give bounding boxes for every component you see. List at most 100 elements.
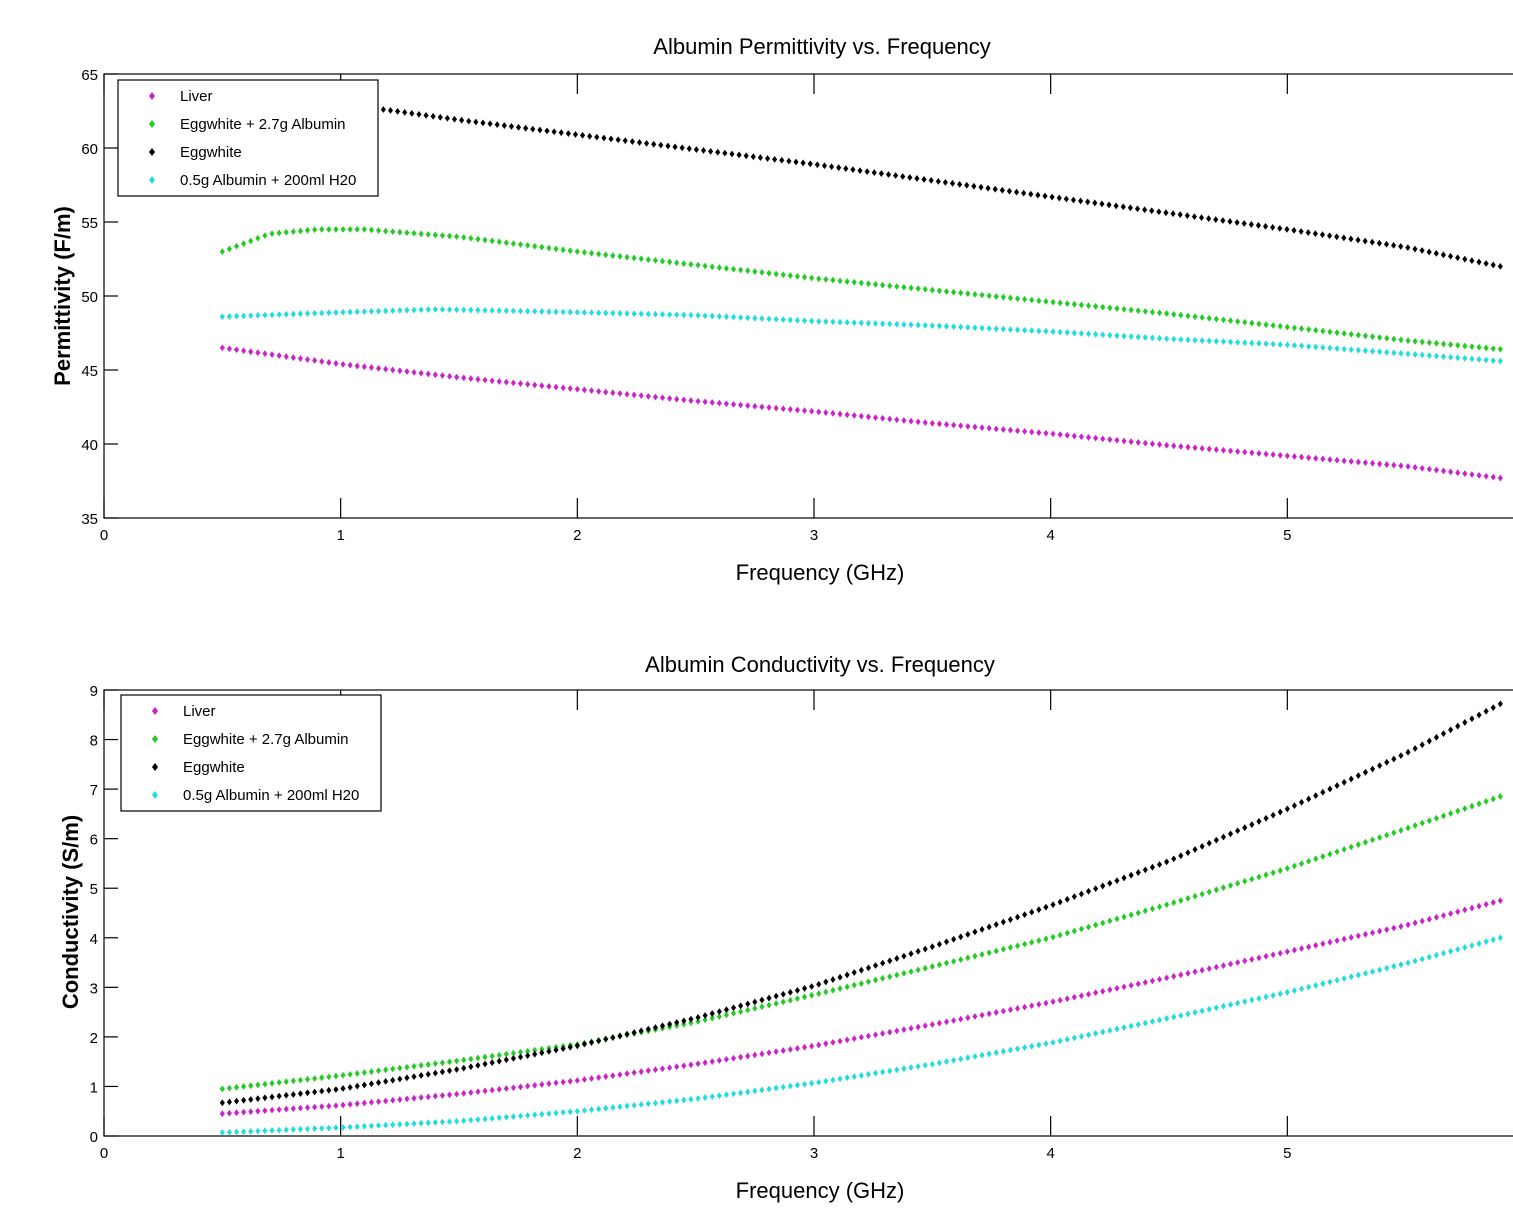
data-point	[1483, 707, 1489, 715]
data-point	[333, 309, 339, 316]
data-point	[1448, 947, 1454, 955]
data-point	[1369, 238, 1375, 246]
data-point	[560, 308, 566, 316]
data-point	[1014, 942, 1021, 950]
data-point	[773, 1084, 779, 1092]
data-point	[269, 1127, 275, 1134]
data-point	[1284, 948, 1290, 956]
data-point	[644, 139, 650, 147]
data-point	[368, 1068, 374, 1076]
data-point	[1235, 318, 1241, 325]
data-point	[1412, 351, 1418, 358]
data-point	[880, 1030, 886, 1037]
data-point	[638, 1027, 644, 1035]
data-point	[1043, 1040, 1049, 1048]
data-point	[667, 1064, 673, 1072]
data-point	[1242, 957, 1248, 965]
data-point	[1135, 909, 1141, 917]
data-point	[965, 323, 971, 331]
data-point	[1135, 333, 1141, 341]
data-point	[1149, 977, 1155, 985]
data-point	[1298, 798, 1305, 806]
data-point	[233, 346, 240, 354]
data-point	[979, 424, 985, 432]
data-point	[1433, 466, 1439, 474]
data-point	[475, 1054, 481, 1062]
data-point	[837, 318, 843, 326]
data-point	[319, 1124, 325, 1132]
data-point	[226, 1098, 232, 1106]
data-point	[830, 976, 836, 983]
data-point	[1391, 349, 1397, 357]
legend-box	[120, 694, 382, 812]
data-point	[794, 272, 800, 280]
data-point	[375, 364, 382, 372]
data-point	[872, 280, 879, 288]
data-point	[745, 1088, 751, 1096]
data-point	[1071, 329, 1077, 337]
permittivity-chart: Albumin Permittivity vs. Frequency 0 1 2 3 4…	[50, 34, 1513, 585]
data-point	[1476, 471, 1482, 479]
data-point	[1242, 318, 1248, 326]
data-point	[1440, 912, 1447, 919]
data-point	[1050, 430, 1056, 438]
data-point	[333, 360, 339, 367]
data-point	[929, 963, 935, 970]
y-tick-label: 65	[81, 67, 98, 84]
data-point	[837, 410, 843, 418]
data-point	[1043, 903, 1049, 911]
data-point	[851, 319, 857, 327]
data-point	[880, 959, 886, 967]
data-point	[340, 1101, 346, 1109]
data-point	[1334, 782, 1340, 790]
data-point	[1149, 440, 1155, 448]
data-point	[390, 1096, 396, 1104]
data-point	[1022, 326, 1028, 334]
data-point	[532, 242, 538, 250]
data-point	[1362, 930, 1368, 938]
data-point	[574, 308, 580, 316]
data-point	[219, 313, 225, 321]
data-point	[1135, 980, 1141, 988]
data-point	[1362, 768, 1368, 776]
data-point	[276, 1126, 282, 1134]
data-point	[333, 1072, 339, 1080]
data-point	[241, 1096, 247, 1104]
data-point	[446, 1058, 453, 1066]
data-point	[1135, 1021, 1141, 1028]
data-point	[219, 1129, 225, 1136]
data-point	[915, 966, 921, 974]
data-point	[659, 311, 666, 318]
data-point	[1426, 817, 1432, 825]
data-point	[1440, 949, 1447, 957]
data-point	[823, 1077, 829, 1085]
data-point	[1320, 940, 1326, 948]
data-point	[297, 1104, 303, 1112]
data-point	[574, 1107, 580, 1115]
data-point	[1036, 297, 1042, 305]
data-point	[1291, 341, 1297, 349]
data-point	[248, 1108, 254, 1116]
data-point	[986, 292, 992, 300]
data-point	[444, 114, 450, 122]
data-point	[979, 1011, 985, 1019]
data-point	[304, 1125, 311, 1133]
data-point	[716, 399, 722, 407]
data-point	[567, 308, 573, 316]
data-point	[425, 230, 431, 238]
data-point	[716, 1092, 722, 1100]
data-point	[503, 1056, 509, 1064]
data-point	[1178, 852, 1184, 860]
data-point	[544, 127, 550, 135]
data-point	[659, 1098, 666, 1106]
data-point	[1192, 444, 1198, 452]
data-point	[1291, 946, 1297, 954]
data-point	[1362, 237, 1368, 245]
data-point	[1341, 845, 1347, 853]
data-point	[523, 124, 529, 132]
data-point	[1497, 474, 1503, 482]
data-point	[219, 344, 225, 352]
data-point	[993, 325, 999, 333]
data-point	[1013, 188, 1020, 196]
data-point	[290, 1091, 296, 1098]
